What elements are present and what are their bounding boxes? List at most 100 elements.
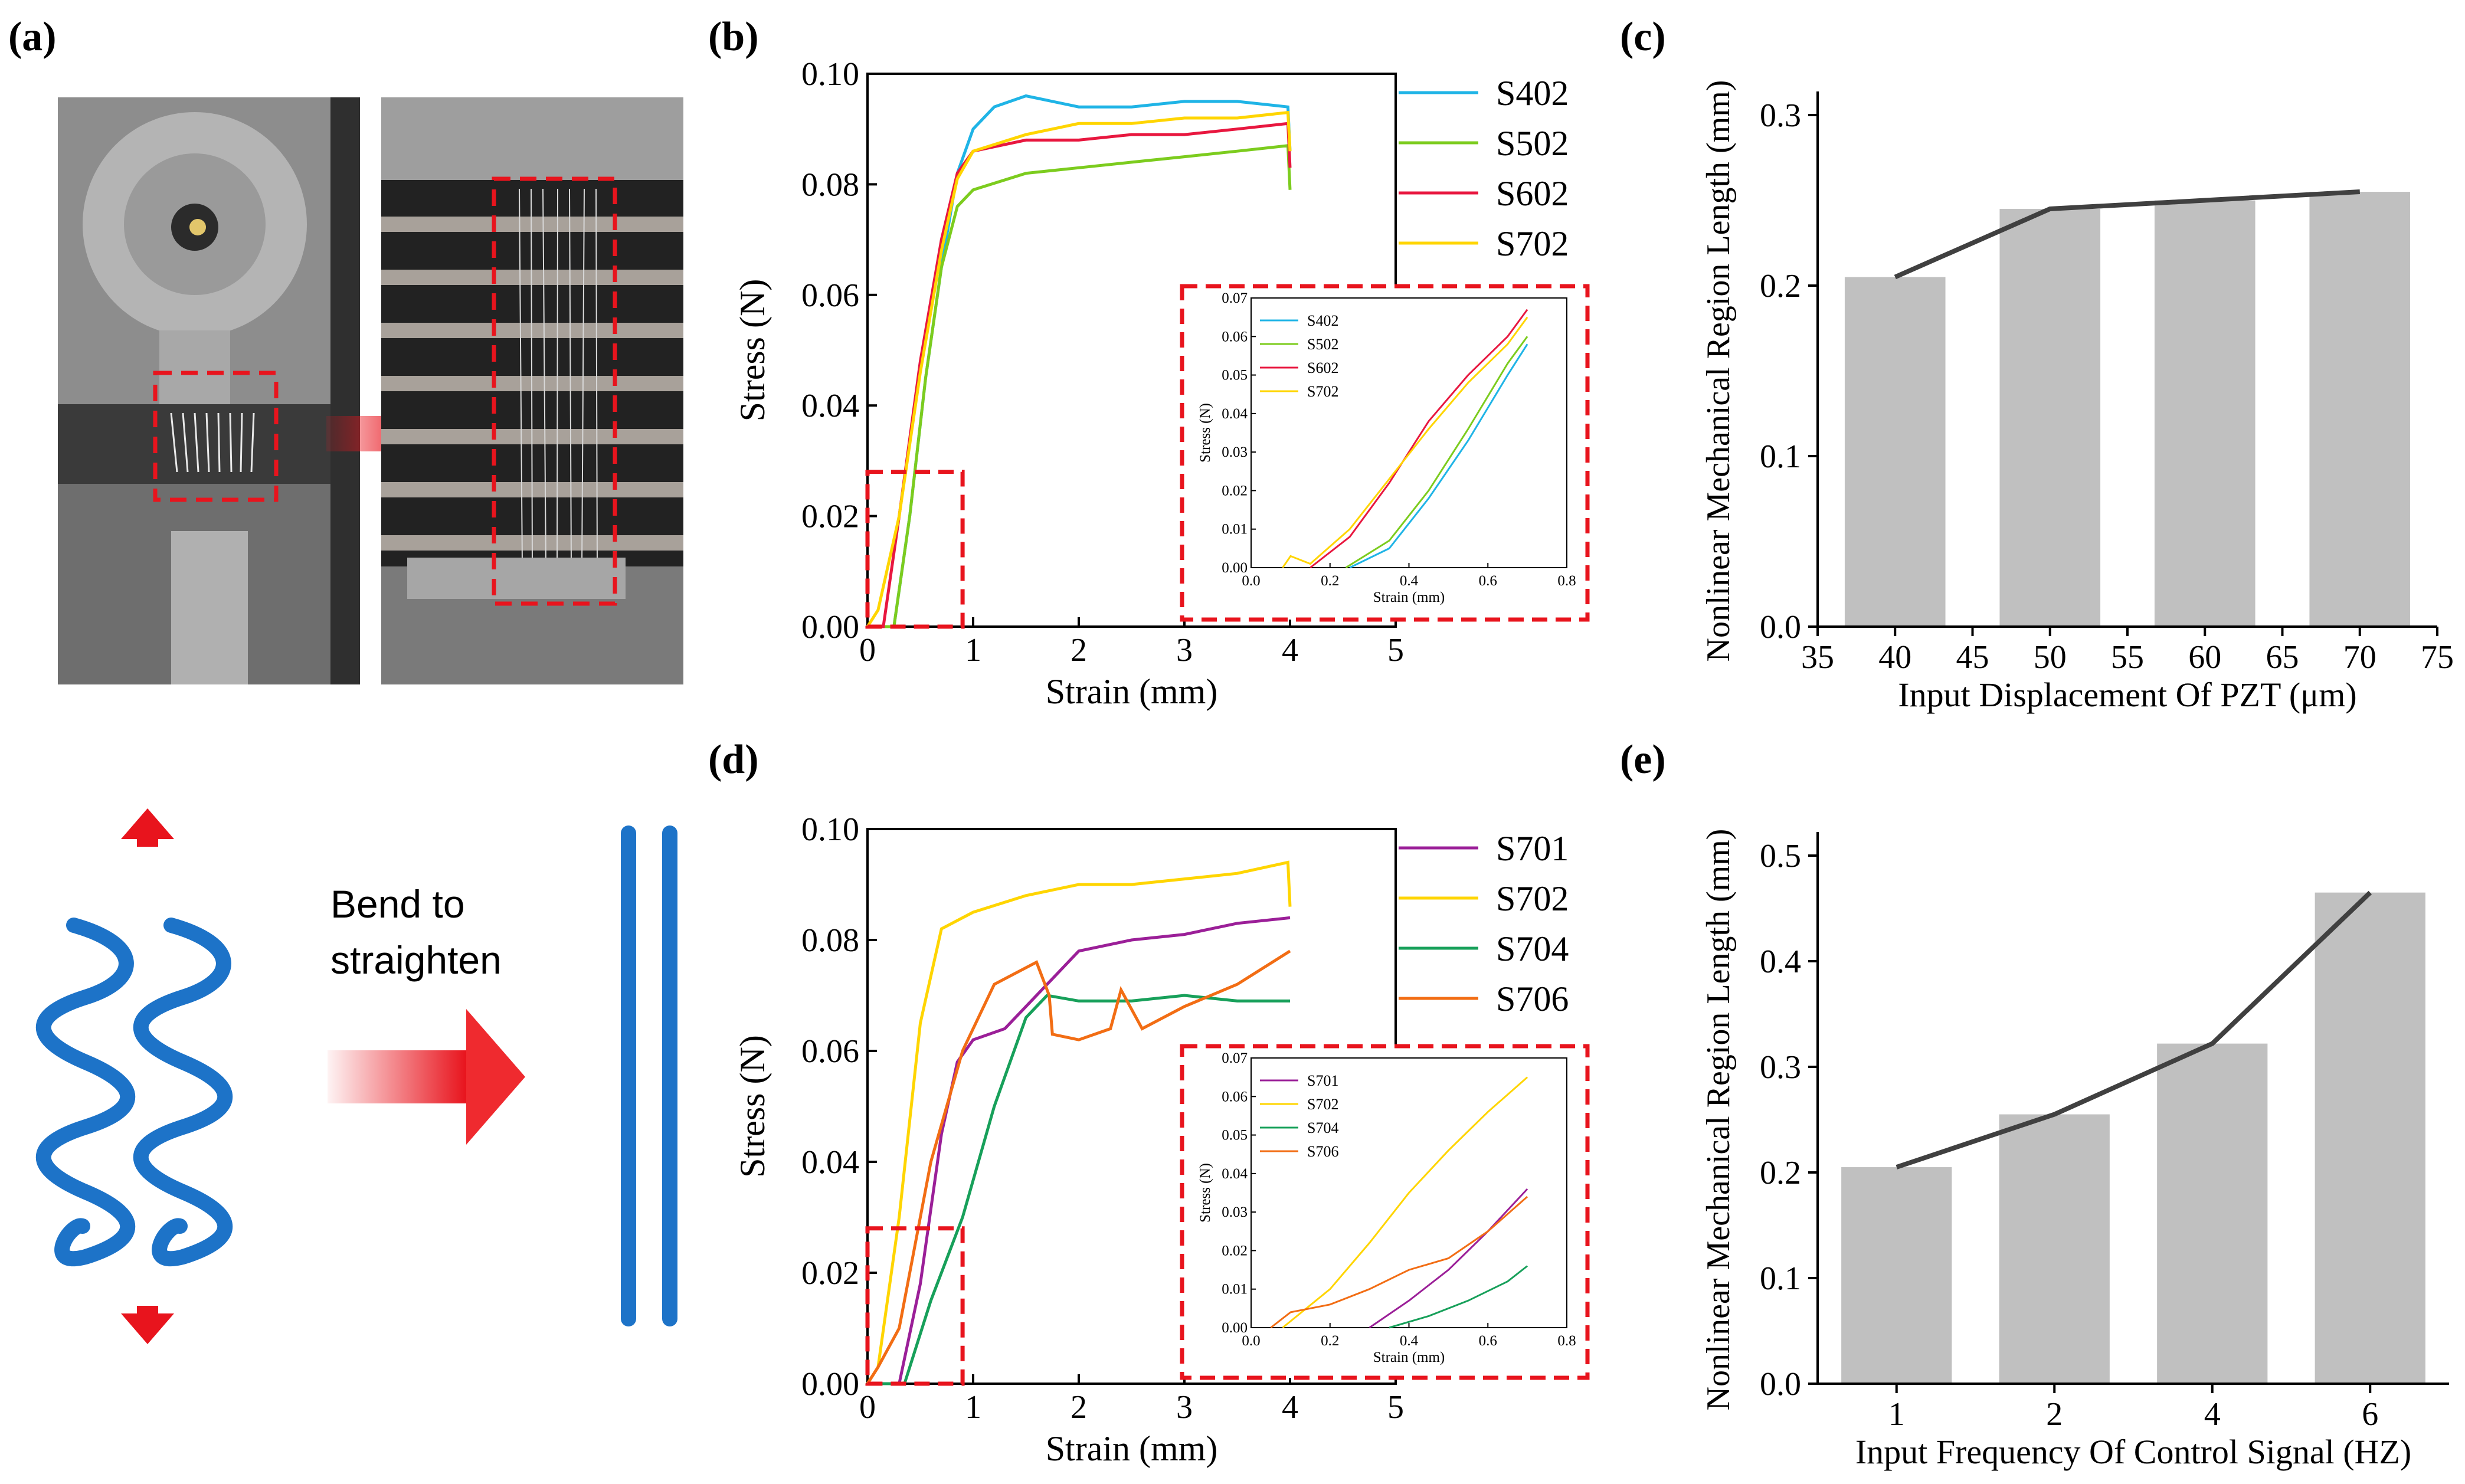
panel-label-c: (c) (1620, 14, 1666, 60)
inset-legend-label: S701 (1307, 1072, 1338, 1089)
inset-y-axis-label: Stress (N) (1197, 403, 1213, 463)
inset-series-line-s702 (1282, 1076, 1528, 1329)
x-tick-label: 4 (2204, 1396, 2221, 1433)
inset-y-tick-label: 0.06 (1222, 329, 1248, 345)
legend-label: S702 (1496, 879, 1569, 918)
x-tick-label: 40 (1878, 639, 1911, 676)
coiled-fiber-right (133, 918, 233, 1266)
highlight-box (865, 470, 965, 629)
inset-y-tick-label: 0.04 (1222, 1166, 1248, 1182)
inset-x-tick-label: 0.8 (1557, 1333, 1576, 1349)
inset-y-axis-label: Stress (N) (1197, 1163, 1213, 1223)
bar (2315, 892, 2425, 1384)
x-tick-label: 3 (1176, 1389, 1193, 1426)
x-tick-label: 4 (1282, 1389, 1298, 1426)
bar (1841, 1167, 1952, 1384)
x-tick-label: 75 (2421, 639, 2454, 676)
y-tick-label: 0.02 (801, 499, 859, 535)
x-tick-label: 1 (1888, 1396, 1905, 1433)
x-tick-label: 70 (2343, 639, 2376, 676)
x-axis-label: Strain (mm) (1046, 672, 1218, 711)
y-tick-label: 0.08 (801, 922, 859, 959)
series-line-s706 (866, 949, 1291, 1385)
y-tick-label: 0.2 (1760, 268, 1801, 304)
legend-label: S706 (1496, 979, 1569, 1018)
inset-x-tick-label: 0.2 (1321, 1333, 1339, 1349)
inset-y-tick-label: 0.00 (1222, 560, 1248, 576)
x-tick-label: 2 (1071, 1389, 1087, 1426)
inset-legend-label: S702 (1307, 1096, 1338, 1113)
inset-y-tick-label: 0.01 (1222, 522, 1248, 538)
y-tick-label: 0.4 (1760, 944, 1801, 980)
series-line-s502 (868, 144, 1292, 628)
inset-y-tick-label: 0.03 (1222, 1204, 1248, 1220)
inset-series-line-s502 (1345, 336, 1528, 569)
inset-series-line-s602 (1310, 309, 1528, 569)
y-tick-label: 0.5 (1760, 838, 1801, 874)
x-axis-label: Strain (mm) (1046, 1429, 1218, 1468)
bar (1844, 277, 1946, 627)
inset-y-tick-label: 0.04 (1222, 406, 1248, 422)
y-tick-label: 0.10 (801, 811, 859, 848)
inset-legend-label: S402 (1307, 312, 1338, 329)
chart-d: 0 1 2 3 4 5 0.00 0.02 0.04 0.06 0.08 0.10 Strain (mm… (733, 811, 1590, 1468)
y-axis-label: Nonlinear Mechanical Region Length (mm) (1700, 80, 1737, 662)
x-axis-label: Input Displacement Of PZT (μm) (1898, 676, 2356, 714)
bend-arrow-icon (328, 1009, 525, 1145)
y-tick-label: 0.2 (1760, 1155, 1801, 1191)
bar (1999, 1114, 2110, 1384)
inset-legend-label: S602 (1307, 359, 1338, 376)
legend-label: S502 (1496, 124, 1569, 163)
inset-legend-label: S502 (1307, 336, 1338, 353)
y-tick-label: 0.00 (801, 609, 859, 646)
y-tick-label: 0.02 (801, 1255, 859, 1292)
schematic: Bend to straighten (35, 808, 677, 1344)
inset-x-tick-label: 0.6 (1479, 573, 1497, 589)
x-tick-label: 60 (2188, 639, 2221, 676)
x-axis-label: Input Frequency Of Control Signal (HZ) (1855, 1433, 2411, 1471)
inset-y-tick-label: 0.00 (1222, 1320, 1248, 1336)
inset-y-tick-label: 0.03 (1222, 444, 1248, 460)
inset-x-tick-label: 0.0 (1242, 573, 1260, 589)
y-tick-label: 0.0 (1760, 609, 1801, 646)
inset-series-line-s702 (1282, 316, 1528, 568)
bar (2309, 192, 2411, 627)
inset-y-tick-label: 0.01 (1222, 1282, 1248, 1298)
inset-x-axis-label: Strain (mm) (1373, 1349, 1445, 1365)
x-tick-label: 5 (1387, 632, 1404, 669)
x-tick-label: 2 (2046, 1396, 2063, 1433)
x-tick-label: 0 (859, 632, 876, 669)
y-tick-label: 0.3 (1760, 1049, 1801, 1086)
inset-x-tick-label: 0.8 (1557, 573, 1576, 589)
series-line-s702 (866, 860, 1292, 1385)
inset-legend-label: S706 (1307, 1143, 1338, 1160)
legend-label: S702 (1496, 224, 1569, 263)
x-tick-label: 65 (2266, 639, 2299, 676)
inset-x-axis-label: Strain (mm) (1373, 589, 1445, 605)
inset-y-tick-label: 0.05 (1222, 1128, 1248, 1144)
panel-label-d: (d) (708, 737, 759, 782)
trend-line (1894, 189, 2361, 280)
inset-y-tick-label: 0.06 (1222, 1089, 1248, 1105)
arrow-down-icon (121, 1306, 174, 1344)
bar (1999, 208, 2101, 627)
chart-b: 0 1 2 3 4 5 0.00 0.02 0.04 0.06 0.08 0.10 Strain (mm… (733, 56, 1590, 711)
series-line-s702 (866, 110, 1292, 628)
trend-line (1896, 890, 2372, 1169)
legend-label: S701 (1496, 829, 1569, 868)
x-tick-label: 1 (965, 1389, 981, 1426)
inset-x-tick-label: 0.6 (1479, 1333, 1497, 1349)
inset-y-tick-label: 0.07 (1222, 290, 1248, 306)
inset-series-line-s704 (1389, 1265, 1528, 1329)
y-tick-label: 0.08 (801, 166, 859, 203)
inset-series-line-s706 (1270, 1195, 1528, 1329)
x-tick-label: 50 (2034, 639, 2067, 676)
inset-x-tick-label: 0.4 (1400, 1333, 1419, 1349)
inset-frame (1180, 1044, 1590, 1380)
schematic-caption-line2: straighten (330, 938, 502, 982)
x-tick-label: 55 (2111, 639, 2144, 676)
inset-x-tick-label: 0.4 (1400, 573, 1419, 589)
legend-label: S704 (1496, 929, 1569, 968)
legend-label: S602 (1496, 174, 1569, 213)
